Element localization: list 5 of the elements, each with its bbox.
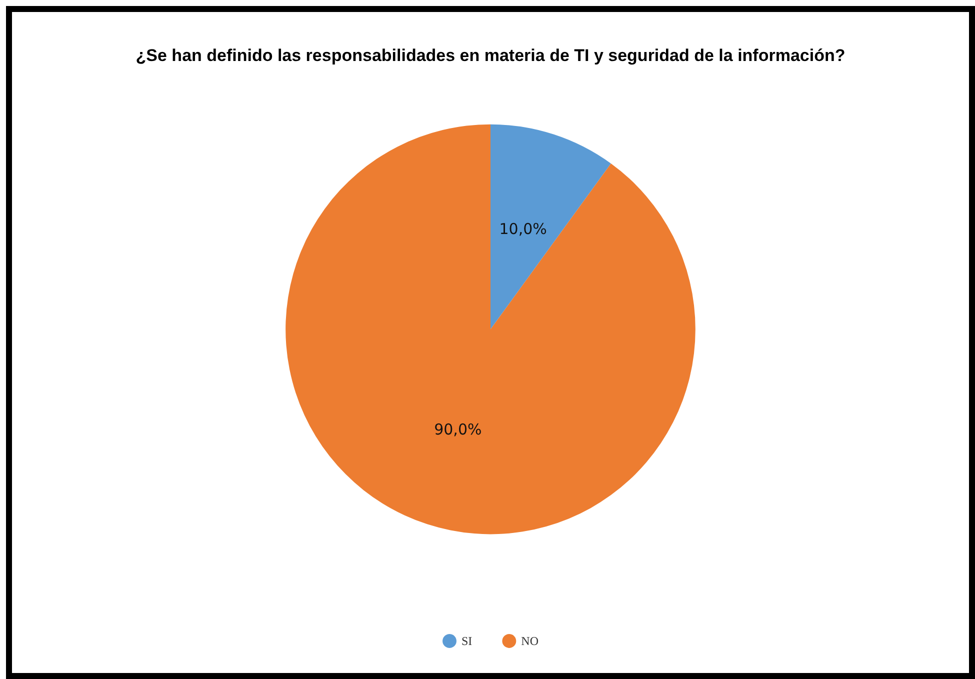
data-label: 90,0%	[434, 420, 482, 439]
legend-label: SI	[462, 634, 472, 648]
data-label: 10,0%	[499, 220, 547, 238]
legend-label: NO	[521, 634, 539, 648]
chart-title: ¿Se han definido las responsabilidades en materia de TI y seguridad de la información?	[136, 46, 846, 65]
